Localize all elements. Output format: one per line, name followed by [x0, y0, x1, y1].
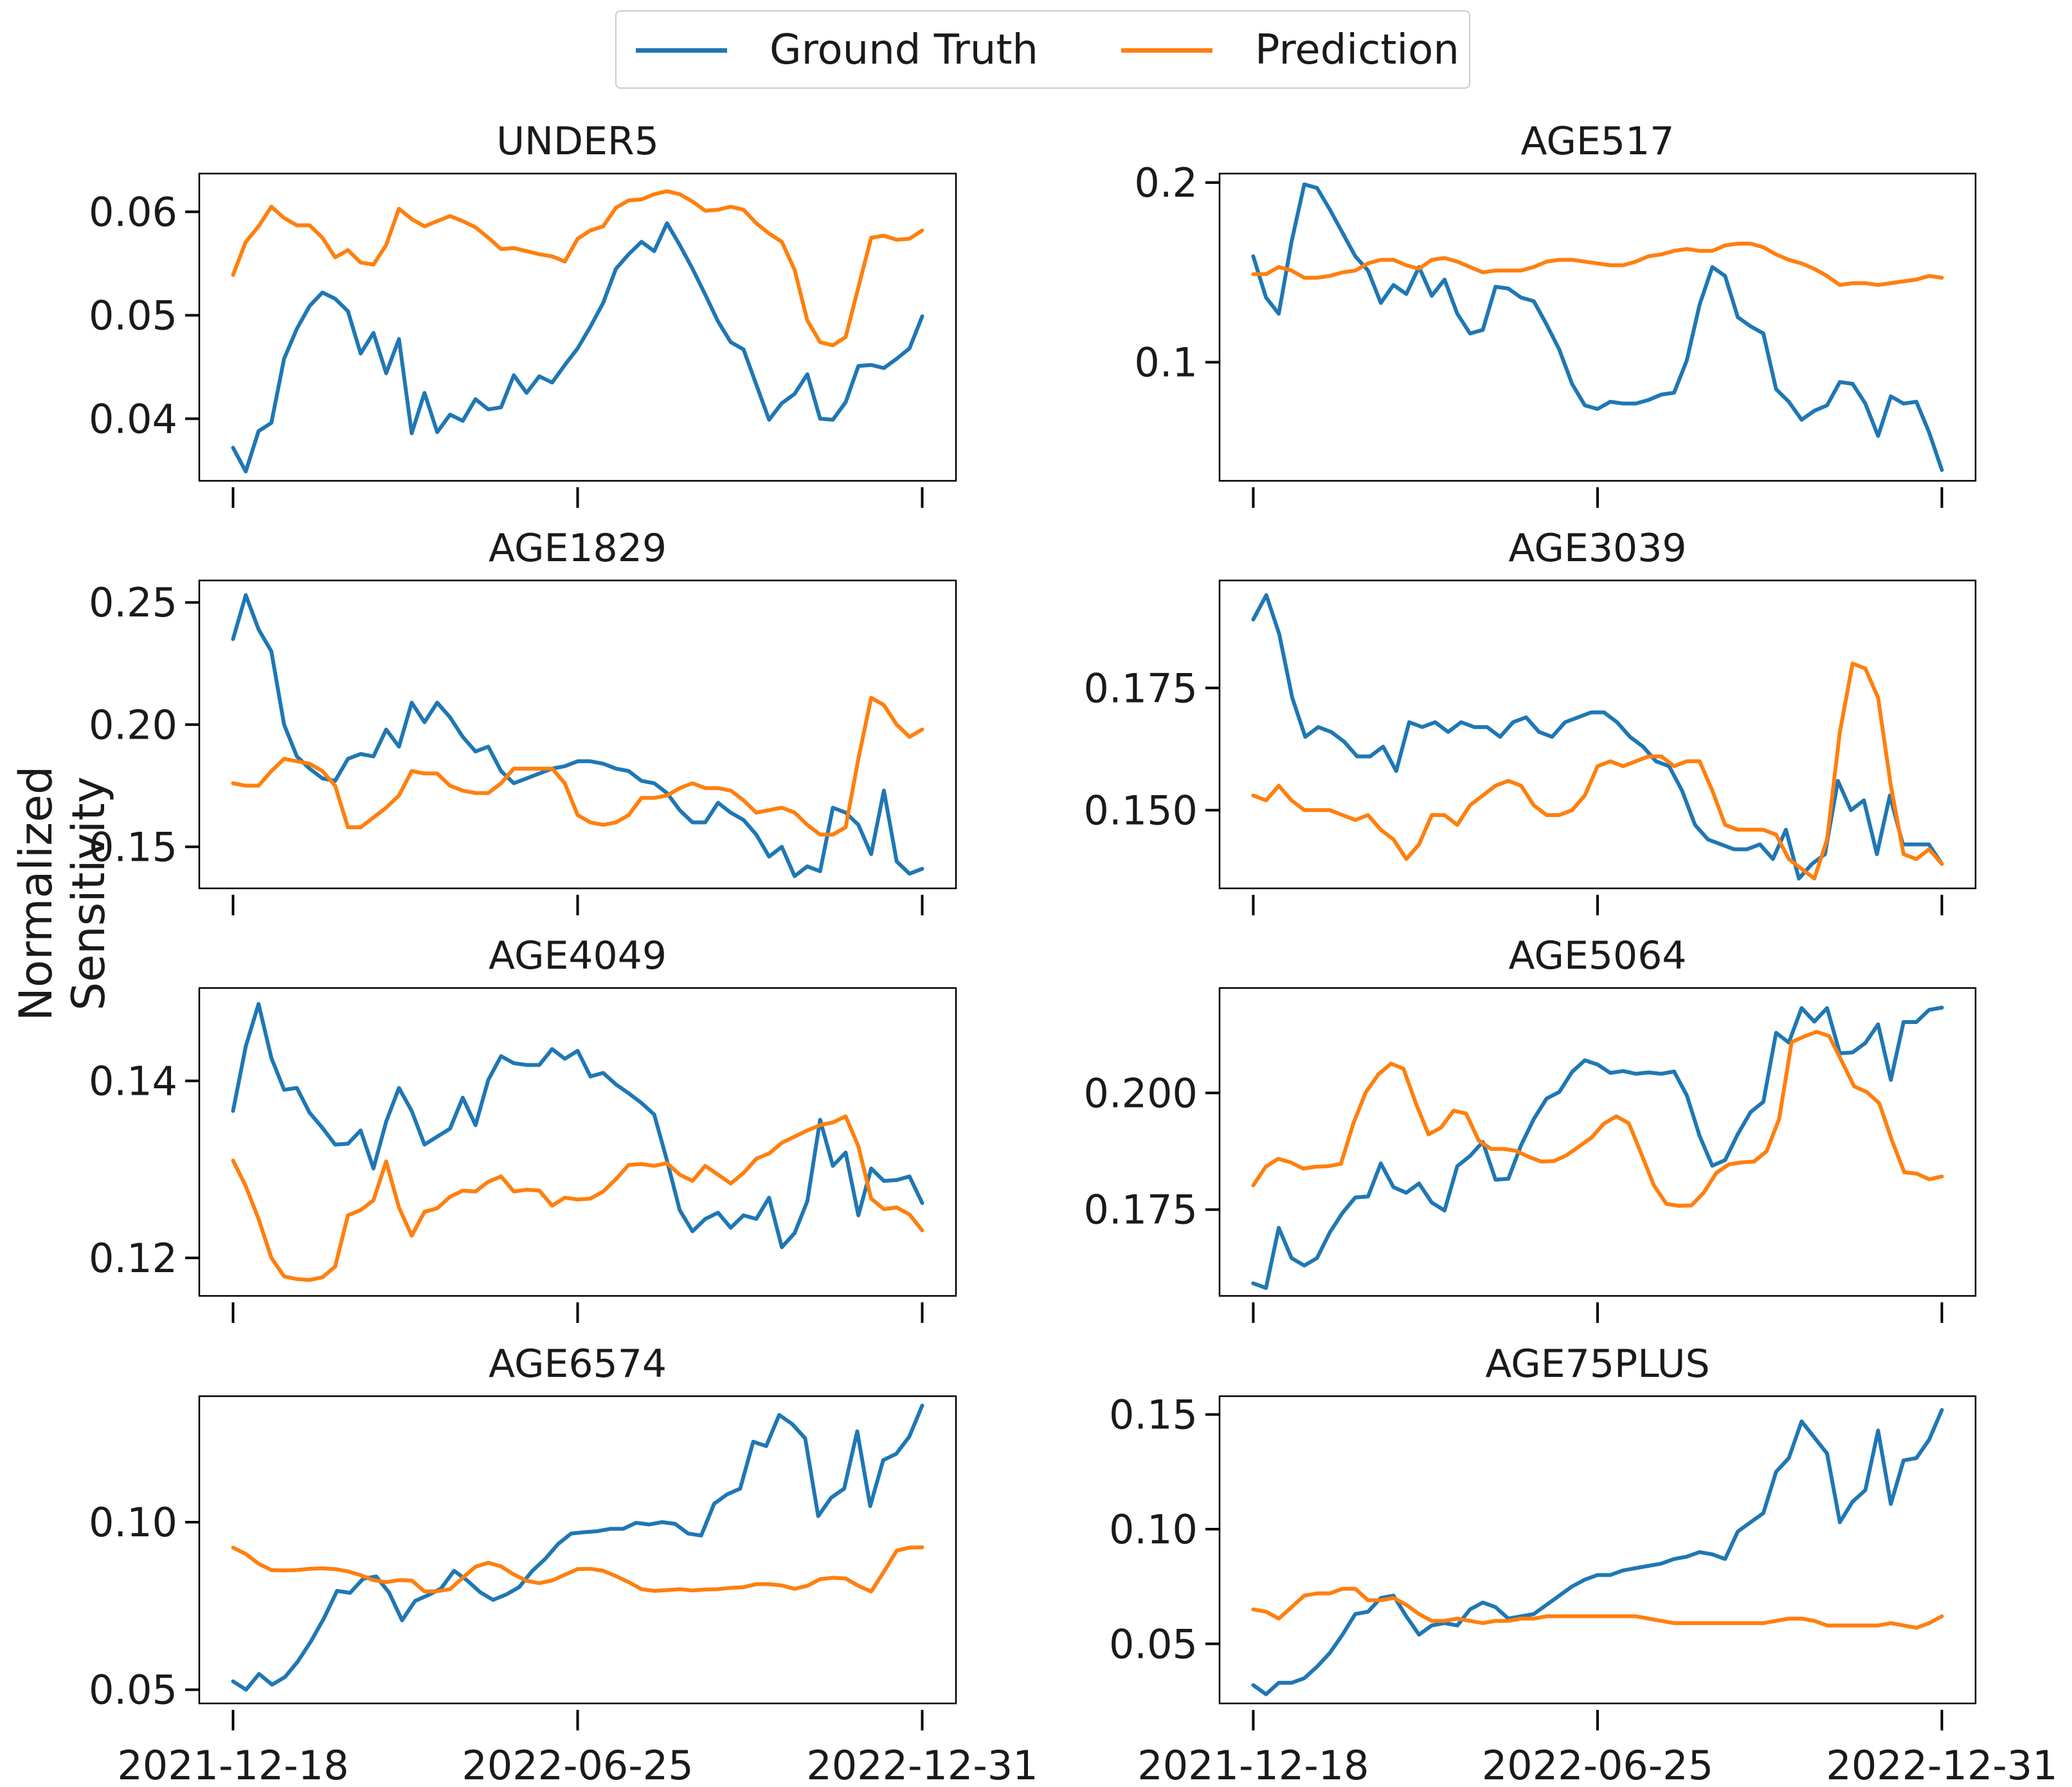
y-tick-label: 0.14	[89, 1058, 177, 1105]
panel-title: AGE4049	[489, 933, 667, 978]
series-line-prediction	[231, 189, 924, 348]
plot-frame	[1218, 172, 1977, 482]
y-tick-label: 0.05	[89, 292, 177, 339]
plot-frame	[198, 579, 957, 890]
panel-age75plus: AGE75PLUS 0.05 0.10 0.15 2021-12-18 2022-06-2…	[1109, 1342, 2058, 1787]
series-line-prediction	[231, 1545, 924, 1594]
x-tick-label: 2021-12-18	[1137, 1742, 1369, 1787]
y-tick-label: 0.200	[1084, 1070, 1198, 1117]
legend-swatch-prediction	[1121, 48, 1212, 53]
y-tick-label: 0.15	[1109, 1392, 1198, 1439]
y-tick-label: 0.10	[1109, 1506, 1198, 1553]
legend-swatch-ground-truth	[636, 48, 727, 53]
y-tick-label: 0.12	[89, 1235, 177, 1282]
plot-frame	[1218, 1395, 1977, 1705]
plot-frame	[198, 172, 957, 482]
x-tick-label: 2022-12-31	[1826, 1742, 2057, 1787]
y-axis-label: Normalized Sensitivity	[10, 766, 115, 1021]
legend-label-prediction: Prediction	[1255, 26, 1459, 74]
panel-age3039: AGE3039 0.150 0.175	[1084, 526, 1977, 915]
x-tick-label: 2021-12-18	[117, 1742, 348, 1787]
legend-item-prediction: Prediction	[1121, 26, 1459, 74]
chart-panels: UNDER5 0.04 0.05 0.06 AGE517 0.1 0.2 AGE1829 0.1…	[89, 119, 2058, 1787]
y-tick-label: 0.06	[89, 189, 177, 236]
panel-age5064: AGE5064 0.175 0.200	[1084, 933, 1977, 1323]
plot-frame	[1218, 987, 1977, 1297]
panel-title: AGE3039	[1508, 526, 1686, 571]
y-tick-label: 0.175	[1084, 665, 1198, 712]
series-line-prediction	[1251, 242, 1944, 287]
series-line-ground-truth	[231, 1001, 924, 1250]
series-line-ground-truth	[1251, 1408, 1944, 1696]
y-tick-label: 0.175	[1084, 1187, 1198, 1234]
x-tick-label: 2022-06-25	[1482, 1742, 1713, 1787]
y-tick-label: 0.20	[89, 701, 177, 748]
y-tick-label: 0.150	[1084, 787, 1198, 834]
plot-frame	[1218, 579, 1977, 890]
x-tick-label: 2022-06-25	[462, 1742, 693, 1787]
panel-age4049: AGE4049 0.12 0.14	[89, 933, 957, 1323]
y-tick-label: 0.2	[1134, 159, 1198, 206]
panel-title: AGE1829	[489, 526, 667, 571]
series-line-ground-truth	[231, 1403, 924, 1692]
plot-frame	[198, 987, 957, 1297]
legend-item-ground-truth: Ground Truth	[636, 26, 1038, 74]
series-line-prediction	[231, 696, 924, 837]
y-tick-label: 0.10	[89, 1499, 177, 1546]
panel-age6574: AGE6574 0.05 0.10 2021-12-18 2022-06-25 2022-…	[89, 1342, 1038, 1787]
panel-title: AGE517	[1521, 119, 1675, 164]
panel-age1829: AGE1829 0.15 0.20 0.25	[89, 526, 957, 915]
series-line-prediction	[1251, 661, 1944, 881]
series-line-prediction	[1251, 1586, 1944, 1630]
y-tick-label: 0.05	[89, 1667, 177, 1714]
panel-title: AGE5064	[1508, 933, 1686, 978]
series-line-ground-truth	[231, 593, 924, 878]
y-tick-label: 0.04	[89, 395, 177, 442]
panel-title: AGE75PLUS	[1485, 1342, 1709, 1387]
y-tick-label: 0.15	[89, 823, 177, 870]
plot-frame	[198, 1395, 957, 1705]
series-line-ground-truth	[1251, 182, 1944, 472]
panel-title: UNDER5	[496, 119, 659, 164]
series-line-ground-truth	[231, 221, 924, 474]
series-line-ground-truth	[1251, 1005, 1944, 1290]
y-tick-label: 0.25	[89, 579, 177, 626]
series-line-prediction	[231, 1114, 924, 1282]
legend-label-ground-truth: Ground Truth	[770, 26, 1038, 74]
x-tick-label: 2022-12-31	[806, 1742, 1038, 1787]
y-tick-label: 0.1	[1134, 339, 1198, 386]
panel-age517: AGE517 0.1 0.2	[1134, 119, 1977, 508]
y-tick-label: 0.05	[1109, 1621, 1198, 1667]
legend: Ground Truth Prediction	[615, 10, 1470, 89]
series-line-prediction	[1251, 1030, 1944, 1208]
panel-title: AGE6574	[489, 1342, 667, 1387]
panel-under5: UNDER5 0.04 0.05 0.06	[89, 119, 957, 508]
